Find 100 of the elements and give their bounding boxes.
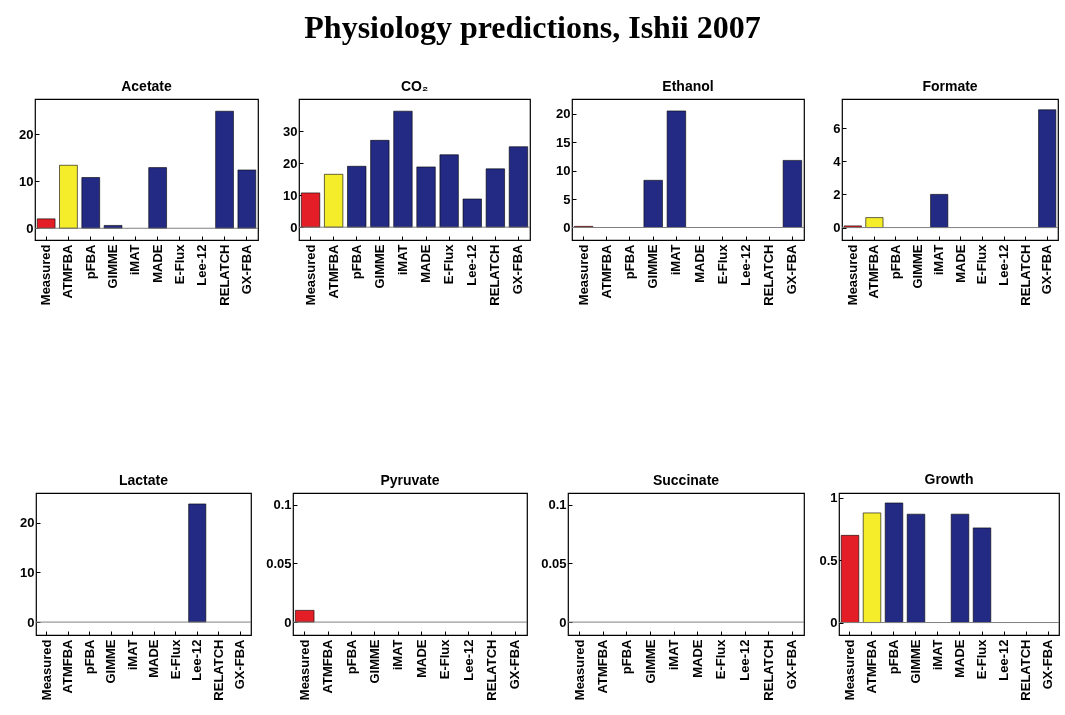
y-tick-label: 30 (283, 123, 298, 139)
x-tick-label: Measured (296, 639, 312, 701)
x-tick-label: GIMME (371, 244, 387, 289)
x-tick-label: E-Flux (974, 243, 990, 285)
x-tick-label: GIMME (645, 244, 661, 289)
x-tick-label: Lee-12 (738, 244, 753, 286)
x-tick-label: Lee-12 (460, 639, 476, 681)
y-tick-label: 0 (563, 219, 571, 235)
x-tick-label: pFBA (348, 243, 364, 280)
x-tick-label: Lee-12 (189, 639, 205, 681)
chart-title: Pyruvate (380, 472, 440, 488)
y-tick-label: 2 (833, 186, 841, 202)
x-tick-label: GX-FBA (507, 638, 523, 690)
x-tick-label: GIMME (105, 244, 121, 289)
chart-title: Growth (924, 470, 974, 487)
x-tick-label: pFBA (81, 638, 97, 675)
x-tick-label: RELATCH (1018, 639, 1033, 701)
x-tick-label: RELATCH (483, 639, 499, 701)
x-tick-label: MADE (413, 639, 429, 678)
y-tick-label: 0.05 (266, 555, 292, 571)
x-tick-label: E-Flux (171, 243, 187, 285)
x-tick-label: GIMME (366, 639, 382, 684)
x-tick-label: ATMFBA (320, 638, 336, 694)
y-tick-label: 15 (556, 134, 571, 150)
x-tick-label: Lee-12 (464, 244, 480, 286)
x-tick-label: GX-FBA (510, 243, 526, 295)
x-tick-label: RELATCH (760, 639, 776, 701)
x-tick-label: RELATCH (487, 244, 503, 306)
y-tick-label: 20 (20, 515, 35, 531)
x-tick-label: GIMME (642, 639, 658, 684)
x-tick-label: MADE (689, 639, 705, 678)
x-tick-label: pFBA (343, 638, 359, 675)
y-tick-label: 0 (284, 614, 292, 630)
x-tick-label: E-Flux (437, 638, 453, 680)
y-tick-label: 0 (833, 220, 841, 236)
x-tick-label: E-Flux (974, 638, 989, 680)
x-tick-label: RELATCH (216, 244, 232, 306)
chart-title: Acetate (121, 78, 172, 94)
x-tick-label: ATMFBA (60, 638, 76, 694)
y-tick-label: 0 (26, 220, 34, 236)
x-tick-label: iMAT (931, 244, 947, 276)
x-tick-label: GX-FBA (784, 243, 800, 295)
chart-title: Succinate (652, 472, 720, 488)
chart-title: Formate (922, 78, 978, 94)
text: Physiology predictions, Ishii 2007 (303, 8, 762, 46)
y-tick-label: 20 (283, 155, 298, 171)
x-tick-label: iMAT (390, 639, 406, 671)
y-tick-label: 6 (833, 120, 841, 136)
y-tick-label: 1 (830, 490, 838, 506)
y-tick-label: 0.5 (819, 552, 838, 568)
y-tick-label: 10 (556, 163, 571, 179)
x-tick-label: pFBA (82, 243, 98, 280)
y-tick-label: 0 (830, 615, 838, 631)
x-tick-label: GIMME (909, 244, 925, 289)
y-tick-label: 0 (27, 614, 35, 630)
x-tick-label: Measured (571, 639, 587, 701)
y-tick-label: 20 (556, 106, 571, 122)
x-tick-label: Measured (575, 244, 591, 306)
x-tick-label: iMAT (394, 244, 410, 276)
x-tick-label: RELATCH (1017, 244, 1033, 306)
x-tick-label: MADE (146, 639, 162, 678)
x-tick-label: MADE (149, 244, 165, 283)
x-tick-label: Lee-12 (996, 244, 1011, 286)
x-tick-label: MADE (952, 639, 967, 678)
x-tick-label: MADE (952, 244, 968, 283)
x-tick-label: iMAT (124, 639, 140, 671)
x-tick-label: RELATCH (210, 639, 226, 701)
x-tick-label: GX-FBA (232, 638, 248, 690)
y-tick-label: 10 (19, 173, 34, 189)
x-tick-label: ATMFBA (866, 243, 882, 299)
chart-title: CO₂ (400, 78, 429, 94)
x-tick-label: MADE (691, 244, 707, 283)
x-tick-label: pFBA (886, 638, 901, 675)
x-tick-label: iMAT (127, 244, 143, 276)
y-tick-label: 0 (559, 614, 567, 630)
x-tick-label: Measured (38, 244, 54, 306)
y-tick-label: 0.1 (548, 497, 567, 513)
x-tick-label: RELATCH (761, 244, 777, 306)
x-tick-label: Measured (844, 244, 860, 306)
x-tick-label: E-Flux (714, 243, 730, 285)
y-tick-label: 4 (833, 153, 842, 169)
x-tick-label: Lee-12 (194, 244, 210, 286)
x-tick-label: GX-FBA (1040, 638, 1055, 690)
chart-title: Ethanol (662, 78, 714, 94)
x-tick-label: GIMME (908, 639, 923, 684)
y-tick-label: 20 (19, 126, 34, 142)
y-tick-label: 10 (20, 564, 35, 580)
x-tick-label: E-Flux (441, 243, 457, 285)
x-tick-label: Lee-12 (996, 639, 1011, 681)
x-tick-label: iMAT (668, 244, 684, 276)
x-tick-label: GX-FBA (238, 243, 254, 295)
y-tick-label: 0.1 (273, 497, 292, 513)
x-tick-label: ATMFBA (325, 243, 341, 299)
y-tick-label: 10 (283, 187, 298, 203)
x-tick-label: iMAT (666, 639, 682, 671)
x-tick-label: E-Flux (167, 638, 183, 680)
x-tick-label: ATMFBA (598, 243, 614, 299)
x-tick-label: Measured (302, 244, 318, 306)
x-tick-label: iMAT (930, 639, 945, 671)
x-tick-label: GX-FBA (1039, 243, 1055, 295)
